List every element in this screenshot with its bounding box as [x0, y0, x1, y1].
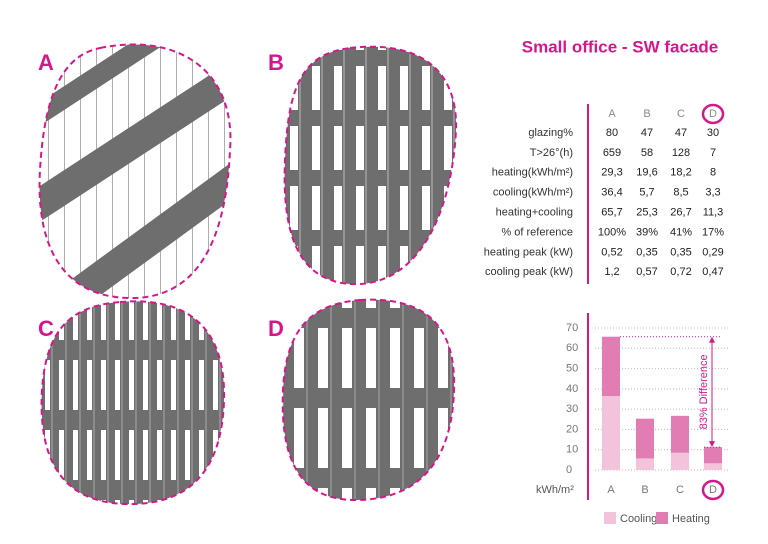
panel-label: B [268, 50, 284, 75]
x-tick-label: A [607, 484, 615, 496]
table-cell: 5,7 [639, 187, 654, 199]
row-label: % of reference [501, 226, 573, 238]
table-header: B [643, 108, 650, 120]
y-tick-label: 30 [566, 403, 578, 415]
table-cell: 0,29 [702, 246, 723, 258]
row-label: heating(kWh/m²) [492, 167, 573, 179]
table-cell: 0,72 [670, 266, 691, 278]
row-label: heating+cooling [496, 207, 573, 219]
table-cell: 26,7 [670, 207, 691, 219]
table-cell: 8,5 [673, 187, 688, 199]
table-cell: 47 [675, 127, 687, 139]
table-cell: 17% [702, 226, 724, 238]
table-cell: 0,35 [670, 246, 691, 258]
y-tick-label: 10 [566, 444, 578, 456]
facade-d [281, 298, 456, 501]
table-cell: 18,2 [670, 167, 691, 179]
y-tick-label: 60 [566, 342, 578, 354]
legend-swatch [656, 512, 668, 524]
row-label: cooling peak (kW) [485, 266, 573, 278]
row-label: T>26°(h) [530, 147, 573, 159]
table-cell: 58 [641, 147, 653, 159]
table-cell: 0,57 [636, 266, 657, 278]
x-tick-label: C [676, 484, 684, 496]
table-cell: 100% [598, 226, 626, 238]
row-label: heating peak (kW) [484, 246, 573, 258]
x-tick-label: D [709, 484, 717, 496]
annotation: 83% Difference [698, 354, 710, 429]
table-header: A [608, 108, 616, 120]
table-cell: 47 [641, 127, 653, 139]
table-header: D [709, 108, 717, 120]
y-tick-label: 50 [566, 362, 578, 374]
row-label: cooling(kWh/m²) [493, 187, 573, 199]
table-cell: 7 [710, 147, 716, 159]
facade-a [38, 43, 232, 300]
table-cell: 0,35 [636, 246, 657, 258]
table-cell: 30 [707, 127, 719, 139]
bar-segment [671, 452, 689, 470]
title: Small office - SW facade [522, 37, 719, 56]
legend-label: Heating [672, 513, 710, 525]
table-cell: 25,3 [636, 207, 657, 219]
y-tick-label: 0 [566, 464, 572, 476]
bar-segment [671, 415, 689, 453]
table-cell: 1,2 [604, 266, 619, 278]
table-cell: 8 [710, 167, 716, 179]
row-label: glazing% [528, 127, 573, 139]
bar-segment [704, 463, 722, 470]
table-cell: 29,3 [601, 167, 622, 179]
table-cell: 0,47 [702, 266, 723, 278]
panel-label: A [38, 50, 54, 75]
table-header: C [677, 108, 685, 120]
x-tick-label: B [641, 484, 648, 496]
table-cell: 3,3 [705, 187, 720, 199]
highlight-circle [701, 103, 725, 125]
table-cell: 11,3 [703, 207, 724, 219]
panel-label: D [268, 316, 284, 341]
table-cell: 65,7 [601, 207, 622, 219]
bar-segment [636, 418, 654, 459]
bar-segment [704, 447, 722, 464]
legend-label: Cooling [620, 513, 657, 525]
table-cell: 128 [672, 147, 690, 159]
table-cell: 659 [603, 147, 621, 159]
table-cell: 80 [606, 127, 618, 139]
y-tick-label: 40 [566, 383, 578, 395]
facade-b [283, 45, 458, 286]
y-unit: kWh/m² [536, 484, 574, 496]
table-cell: 19,6 [636, 167, 657, 179]
y-tick-label: 20 [566, 423, 578, 435]
table-cell: 39% [636, 226, 658, 238]
table-cell: 41% [670, 226, 692, 238]
legend-swatch [604, 512, 616, 524]
table-cell: 0,52 [601, 246, 622, 258]
panel-label: C [38, 316, 54, 341]
y-tick-label: 70 [566, 322, 578, 334]
bar-segment [636, 458, 654, 470]
bar-segment [602, 336, 620, 397]
facade-c [40, 300, 226, 506]
bar-segment [602, 396, 620, 470]
highlight-circle [701, 479, 725, 501]
bar-chart: 0 10 20 30 40 50 60 70 kWh/m² A B C D 83% Difference C… [536, 322, 728, 525]
table-cell: 36,4 [601, 187, 622, 199]
